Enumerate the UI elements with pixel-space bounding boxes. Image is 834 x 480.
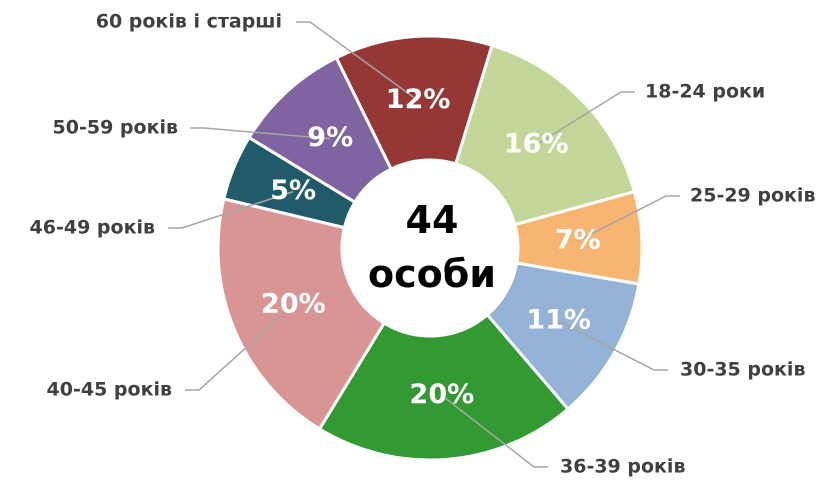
leader-line: [190, 127, 331, 140]
category-label: 60 років і старші: [96, 11, 282, 33]
leader-line: [441, 394, 548, 468]
data-label: 11%: [526, 305, 591, 336]
category-label: 40-45 років: [47, 379, 172, 401]
data-label: 16%: [504, 128, 569, 159]
leader-line: [185, 304, 294, 391]
donut-segment: [485, 261, 641, 412]
donut-segment: [453, 43, 637, 227]
center-title: 44 особи: [368, 198, 496, 296]
leader-line: [535, 91, 635, 146]
leader-line: [296, 21, 419, 102]
category-label: 25-29 років: [690, 185, 815, 207]
category-label: 50-59 років: [53, 117, 178, 139]
category-label: 30-35 років: [680, 359, 805, 381]
category-label: 36-39 років: [560, 456, 685, 478]
data-label: 5%: [270, 175, 316, 206]
leader-line: [168, 190, 294, 229]
donut-segment: [317, 312, 571, 462]
data-label: 20%: [261, 288, 326, 319]
leader-line: [558, 320, 668, 371]
center-title-line: особи: [368, 252, 496, 296]
data-label: 12%: [386, 84, 451, 115]
category-label: 46-49 років: [30, 217, 155, 239]
category-label: 18-24 роки: [645, 81, 765, 103]
center-title-line: 44: [406, 198, 459, 242]
data-label: 20%: [410, 379, 475, 410]
data-label: 9%: [307, 122, 353, 153]
data-label: 7%: [555, 224, 601, 255]
leader-line: [577, 195, 680, 242]
donut-segment: [216, 197, 387, 432]
